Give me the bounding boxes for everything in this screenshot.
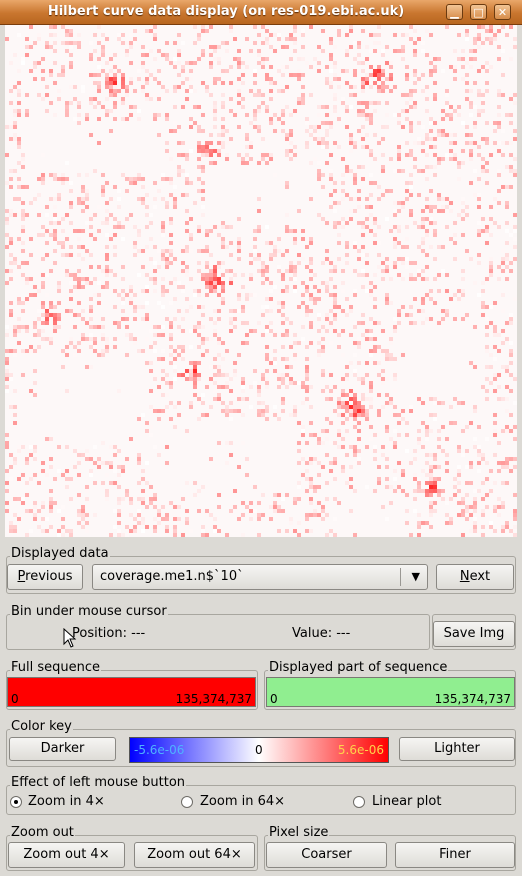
save-frame (432, 614, 516, 650)
cursor-value: Value: --- (292, 626, 351, 641)
color-key-frame (6, 729, 516, 767)
color-key-max: 5.6e-06 (337, 743, 384, 757)
radio-linear-plot-label[interactable]: Linear plot (372, 794, 442, 809)
pixel-size-frame (264, 835, 516, 871)
left-mouse-label: Effect of left mouse button (10, 775, 187, 790)
finer-button[interactable]: Finer (395, 842, 515, 868)
window-title: Hilbert curve data display (on res-019.e… (47, 4, 405, 19)
cursor-position: Position: --- (72, 626, 146, 641)
hilbert-plot-canvas[interactable] (5, 25, 517, 537)
displayed-part-bar[interactable]: 0 135,374,737 (266, 677, 515, 707)
darker-button[interactable]: Darker (9, 737, 116, 761)
select-divider (400, 568, 401, 586)
displayed-part-start: 0 (270, 692, 278, 706)
zoom-out-64-button[interactable]: Zoom out 64× (134, 842, 255, 868)
bin-cursor-frame (6, 614, 430, 650)
next-mnemonic: N (459, 569, 470, 584)
heatmap-image (5, 25, 517, 537)
next-button[interactable]: Next (436, 564, 514, 590)
zoom-out-4-button[interactable]: Zoom out 4× (8, 842, 125, 868)
left-mouse-frame (6, 785, 516, 815)
radio-zoom-in-64[interactable] (181, 796, 193, 808)
color-key-gradient: -5.6e-06 0 5.6e-06 (129, 737, 389, 763)
radio-linear-plot[interactable] (353, 796, 365, 808)
color-key-min: -5.6e-06 (134, 743, 185, 757)
pixel-size-label: Pixel size (268, 825, 330, 840)
displayed-part-end: 135,374,737 (434, 692, 511, 706)
save-image-button[interactable]: Save Img (433, 621, 515, 647)
zoom-out-label: Zoom out (10, 825, 75, 840)
close-icon: ✕ (497, 6, 508, 19)
full-sequence-start: 0 (11, 692, 19, 706)
full-sequence-label: Full sequence (10, 660, 102, 675)
maximize-button[interactable]: □ (470, 4, 487, 20)
radio-zoom-in-4-label[interactable]: Zoom in 4× (28, 794, 105, 809)
minimize-icon: ▁ (450, 6, 459, 19)
mouse-pointer-icon (63, 628, 77, 648)
full-sequence-bar[interactable]: 0 135,374,737 (7, 677, 256, 707)
dataset-select[interactable]: coverage.me1.n$`10` ▼ (92, 564, 428, 590)
radio-zoom-in-64-label[interactable]: Zoom in 64× (200, 794, 286, 809)
displayed-data-label: Displayed data (10, 546, 110, 561)
previous-mnemonic: P (17, 569, 26, 584)
lighter-button[interactable]: Lighter (399, 737, 515, 761)
radio-zoom-in-4[interactable] (10, 796, 22, 808)
minimize-button[interactable]: ▁ (446, 4, 463, 20)
close-button[interactable]: ✕ (494, 4, 511, 20)
title-bar[interactable]: Hilbert curve data display (on res-019.e… (0, 0, 522, 25)
displayed-part-label: Displayed part of sequence (268, 660, 449, 675)
full-sequence-end: 135,374,737 (175, 692, 252, 706)
color-key-mid: 0 (255, 743, 263, 757)
previous-button[interactable]: Previous (7, 564, 83, 590)
dataset-select-value: coverage.me1.n$`10` (100, 569, 244, 584)
zoom-out-frame (6, 835, 258, 871)
next-rest: ext (469, 569, 491, 584)
chevron-down-icon: ▼ (411, 570, 420, 583)
coarser-button[interactable]: Coarser (266, 842, 387, 868)
maximize-icon: □ (473, 6, 484, 19)
color-key-label: Color key (10, 719, 73, 734)
displayed-data-frame (6, 556, 516, 594)
previous-rest: revious (25, 569, 73, 584)
full-sequence-frame (6, 670, 258, 710)
bin-cursor-label: Bin under mouse cursor (10, 604, 168, 619)
